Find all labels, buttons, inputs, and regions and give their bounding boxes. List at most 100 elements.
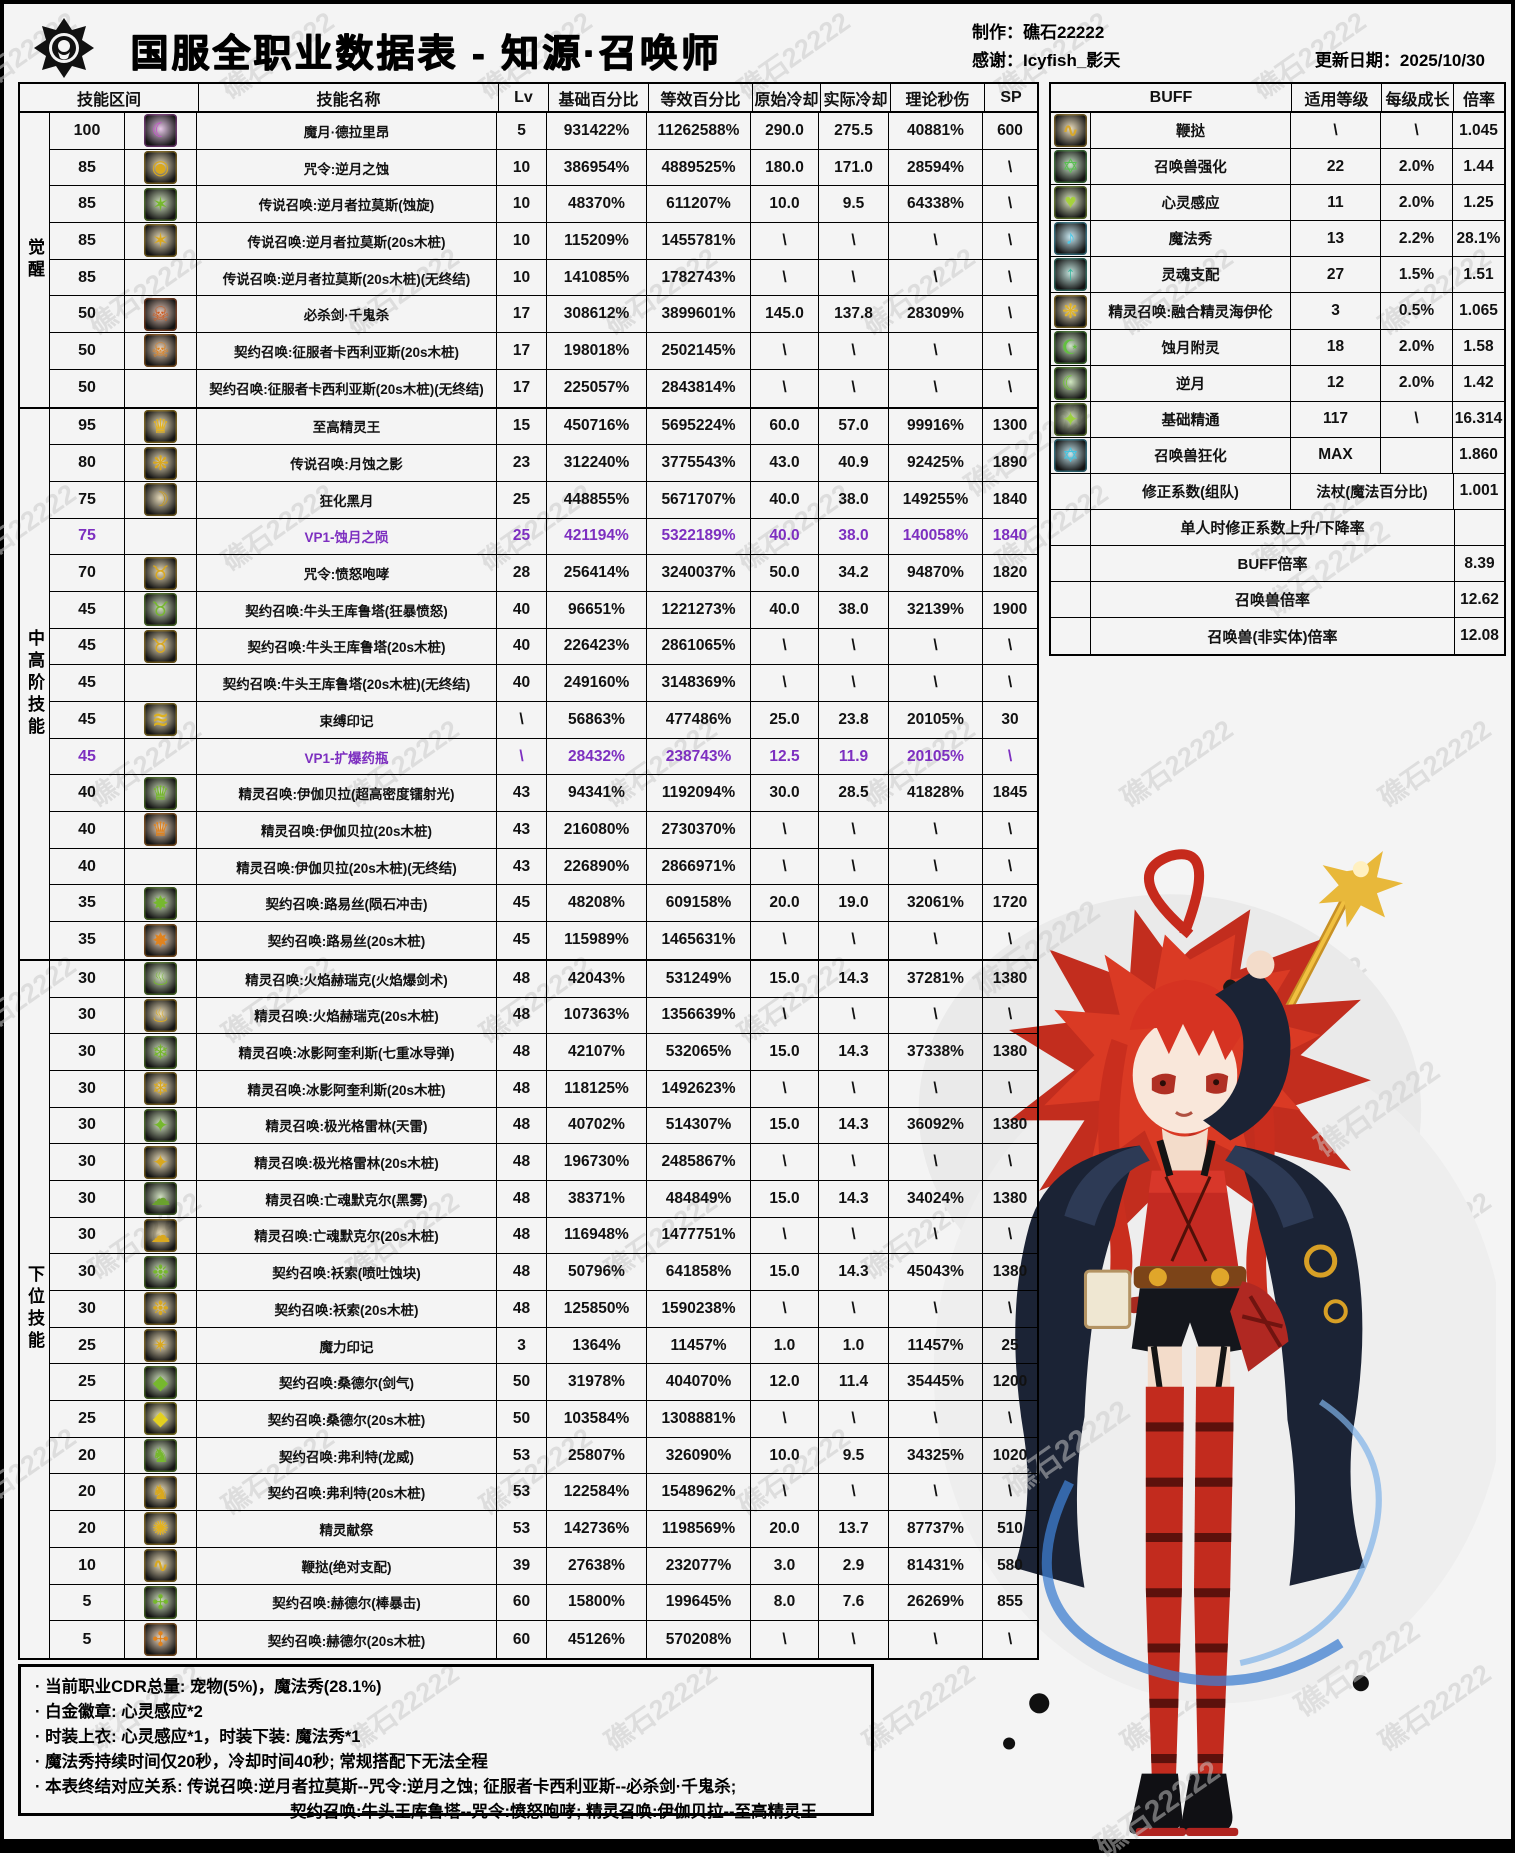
skill-real-cd: \ [819,259,889,296]
skill-dps: 41828% [889,775,983,812]
skill-icon-cell: ♨ [125,960,197,997]
skill-eq-percent: 611207% [647,186,751,223]
buff-rate: 1.860 [1459,446,1498,464]
merkel-gold-icon: ☁ [144,1218,177,1252]
skill-range: 85 [50,149,125,186]
skill-real-cd: \ [819,665,889,701]
skill-row: 40 ♛ 精灵召唤:伊伽贝拉(20s木桩) 43 216080% 2730370% \ \ \ \ [50,812,1037,849]
skill-dps: \ [889,259,983,296]
skill-sp: 580 [997,1556,1023,1574]
skill-real-cd: 171.0 [819,149,889,186]
skill-eq-percent: 531249% [647,960,751,997]
skill-sp: 1900 [992,600,1028,618]
aquaris-green-icon: ❄ [144,1035,177,1069]
skill-cd: 1.0 [751,1327,819,1364]
logo-icon [34,18,94,78]
skill-row: 75 ☽ 狂化黑月 25 448855% 5671707% 40.0 38.0 149255% 1… [50,481,1037,519]
skill-real-cd: 57.0 [819,408,889,445]
skill-lv: 23 [497,445,547,481]
skill-range: 30 [50,1107,125,1144]
skill-row: 80 ❋ 传说召唤:月蚀之影 23 312240% 3775543% 43.0 40.9 924… [50,445,1037,482]
skill-range: 35 [50,922,125,959]
skill-eq-percent: 1455781% [647,223,751,259]
aoso-gold-icon: ❉ [144,1292,177,1326]
buff-growth: 1.5% [1381,257,1453,293]
skill-eq-percent: 1221273% [647,591,751,628]
skill-range: 85 [50,186,125,223]
skill-base-percent: 15800% [547,1584,647,1621]
skill-name: 必杀剑·千鬼杀 [197,296,497,333]
skill-sp: \ [1007,931,1013,949]
skill-range: 25 [50,1401,125,1437]
skill-base-percent: 122584% [547,1474,647,1511]
skill-dps: \ [889,1621,983,1658]
skill-icon-cell: ♉ [125,628,197,665]
skill-sp: 1845 [992,784,1028,802]
buff-row: ✦ 基础精通 117 \ 16.314 [1051,401,1504,438]
skill-real-cd: \ [819,1217,889,1254]
skill-eq-percent: 3148369% [647,665,751,701]
skill-range: 30 [50,1034,125,1070]
skill-row: 85 ✶ 传说召唤:逆月者拉莫斯(蚀旋) 10 48370% 611207% 10.0 9.5… [50,186,1037,224]
skill-name: 契约召唤:路易丝(20s木桩) [197,922,497,959]
skill-eq-percent: 2730370% [647,812,751,848]
skill-base-percent: 96651% [547,591,647,628]
buff-rate: 1.045 [1459,121,1498,139]
skill-name: 魔月·德拉里昂 [197,113,497,149]
skill-real-cd: 14.3 [819,1180,889,1217]
skill-base-percent: 48208% [547,885,647,922]
watermark-text: 礁石22222 [1373,714,1497,813]
skill-name: 精灵召唤:伊伽贝拉(20s木桩) [197,812,497,848]
skill-base-percent: 421194% [547,518,647,555]
buff-row: ❋ 精灵召唤:融合精灵海伊伦 3 0.5% 1.065 [1051,293,1504,330]
base-mastery-icon: ✦ [1054,402,1087,436]
ghost-sword-icon: ☠ [144,297,177,331]
buff-name: 基础精通 [1091,401,1291,437]
page-title: 国服全职业数据表 - 知源·召唤师 [130,33,722,75]
skill-cd: 15.0 [751,960,819,997]
skill-eq-percent: 5322189% [647,518,751,555]
buff-growth [1381,437,1453,473]
skill-real-cd: 40.9 [819,445,889,481]
summon-frenzy-icon: ✡ [1054,438,1087,472]
skill-dps: 37338% [889,1034,983,1070]
buff-icon-cell [1051,473,1091,510]
skill-cd: \ [751,333,819,369]
column-header: 基础百分比 [549,84,649,111]
skill-eq-percent: 5671707% [647,481,751,518]
skill-eq-percent: 1590238% [647,1291,751,1327]
buff-icon-cell: ✡ [1051,149,1091,185]
buff-icon-cell: ∿ [1051,113,1091,149]
skill-range: 25 [50,1327,125,1364]
skill-sp: \ [1007,1409,1013,1427]
skill-dps: 149255% [889,481,983,518]
skill-name: VP1-扩爆药瓶 [197,738,497,775]
skill-group-label: 下位技能 [20,960,50,1658]
skill-base-percent: 249160% [547,665,647,701]
skill-row: 30 ☁ 精灵召唤:亡魂默克尔(黑雾) 48 38371% 484849% 15.0 14.3… [50,1180,1037,1218]
skill-lv: 43 [497,775,547,812]
buff-name: 魔法秀 [1091,221,1291,257]
buff-icon-cell [1051,546,1091,582]
skill-range: 30 [50,997,125,1034]
skill-row: 95 ♛ 至高精灵王 15 450716% 5695224% 60.0 57.0 99916% 1… [50,408,1037,446]
skill-real-cd: 137.8 [819,296,889,333]
skill-real-cd: \ [819,1621,889,1658]
skill-lv: 40 [497,628,547,665]
skill-dps: \ [889,1291,983,1327]
skill-sp: \ [1007,747,1013,765]
skill-lv: 48 [497,1291,547,1327]
skill-name: 至高精灵王 [197,408,497,445]
skill-icon-cell: ❄ [125,1070,197,1107]
skill-sp: 1300 [992,417,1028,435]
skill-group-label: 中高阶技能 [20,408,50,959]
buff-table-header: BUFF 适用等级 每级成长 倍率 [1051,84,1504,113]
skill-lv: 43 [497,812,547,848]
skill-name: 鞭挞(绝对支配) [197,1547,497,1584]
skill-name: 精灵召唤:火焰赫瑞克(20s木桩) [197,997,497,1034]
skill-row: 85 ◉ 咒令:逆月之蚀 10 386954% 4889525% 180.0 171.0 285… [50,149,1037,187]
skill-base-percent: 118125% [547,1070,647,1107]
skill-group-rows: 100 ☾ 魔月·德拉里昂 5 931422% 11262588% 290.0 275.5 40… [50,113,1037,407]
buff-level: \ [1291,113,1381,149]
buff-name: 召唤兽强化 [1091,149,1291,185]
